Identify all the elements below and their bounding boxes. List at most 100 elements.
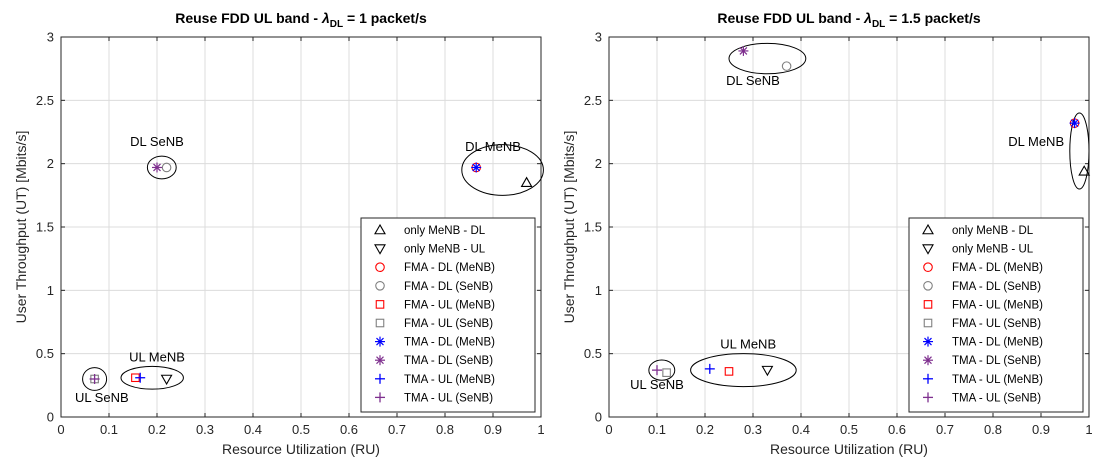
cluster-ellipse <box>1069 112 1090 190</box>
legend-item: TMA - UL (SeNB) <box>375 392 493 404</box>
legend-box <box>360 217 536 413</box>
legend-label: only MeNB - UL <box>952 244 1034 256</box>
data-point-asterisk <box>471 162 482 173</box>
title-symbol: λ <box>863 10 872 26</box>
x-tick-label: 0.4 <box>244 422 262 437</box>
x-tick-label: 0.1 <box>100 422 118 437</box>
cluster-label: UL MeNB <box>129 349 185 364</box>
legend-item: FMA - UL (SeNB) <box>375 318 493 330</box>
x-tick-label: 0.3 <box>196 422 214 437</box>
legend-label: TMA - DL (SeNB) <box>952 355 1041 367</box>
y-tick-label: 2 <box>47 156 54 171</box>
y-axis-label: User Throughput (UT) [Mbits/s] <box>561 131 577 324</box>
legend-item: TMA - UL (SeNB) <box>923 392 1041 404</box>
axes-box <box>60 36 542 418</box>
x-tick-label: 0.5 <box>292 422 310 437</box>
cluster-ellipse <box>82 367 108 391</box>
legend: only MeNB - DL only MeNB - UL FMA - DL (Me… <box>908 217 1084 413</box>
legend-label: FMA - DL (SeNB) <box>404 281 493 293</box>
x-tick-label: 0 <box>605 422 612 437</box>
cluster-ellipse <box>648 359 676 381</box>
legend-marker-circle <box>923 262 933 273</box>
legend-label: FMA - DL (MeNB) <box>952 262 1043 274</box>
legend-item: FMA - DL (SeNB) <box>923 281 1041 293</box>
legend-label: FMA - DL (SeNB) <box>952 281 1041 293</box>
legend-marker-plus <box>375 373 385 384</box>
x-tick-label: 0.2 <box>696 422 714 437</box>
cluster-label: UL SeNB <box>75 390 129 405</box>
legend-item: FMA - UL (MeNB) <box>923 299 1043 311</box>
data-point-triangle-down <box>761 365 774 377</box>
legend-marker-square <box>923 318 933 328</box>
axes-box <box>608 36 1090 418</box>
legend-item: only MeNB - UL <box>374 244 486 256</box>
legend-label: TMA - DL (MeNB) <box>952 337 1043 349</box>
left-chart-panel: 0 0.1 0.2 0.3 0.4 0.5 0.6 0.7 0.8 0.9 1 0 0.5 1 1.5 2 2.… <box>13 10 545 457</box>
legend-label: TMA - UL (SeNB) <box>952 392 1041 404</box>
data-point-plus <box>89 374 100 384</box>
cluster-ellipse <box>728 42 807 75</box>
data-point-circle <box>161 162 172 173</box>
legend-label: only MeNB - DL <box>404 225 486 237</box>
x-tick-label: 0.7 <box>388 422 406 437</box>
x-tick-label: 0.2 <box>148 422 166 437</box>
y-tick-label: 0.5 <box>36 346 54 361</box>
data-point-plus <box>652 365 662 376</box>
x-tick-label: 0.7 <box>936 422 954 437</box>
legend-item: TMA - DL (MeNB) <box>923 336 1043 349</box>
legend-item: TMA - UL (MeNB) <box>923 373 1043 386</box>
chart-title: Reuse FDD UL band - λDL = 1.5 packet/s <box>717 10 980 30</box>
cluster-ellipse <box>120 365 184 390</box>
legend-marker-triangle-down <box>922 244 934 255</box>
legend-marker-plus <box>923 392 933 403</box>
x-tick-label: 0.8 <box>984 422 1002 437</box>
legend-label: TMA - UL (MeNB) <box>404 374 495 386</box>
legend-label: FMA - UL (SeNB) <box>952 318 1041 330</box>
y-tick-label: 1 <box>595 283 602 298</box>
legend-item: TMA - DL (MeNB) <box>375 336 495 349</box>
legend-item: FMA - UL (MeNB) <box>375 299 495 311</box>
y-tick-label: 0.5 <box>584 346 602 361</box>
title-suffix: = 1.5 packet/s <box>885 10 981 26</box>
legend-marker-triangle-up <box>922 223 934 235</box>
cluster-ellipse <box>461 144 544 196</box>
title-symbol: λ <box>321 10 330 26</box>
y-tick-label: 1.5 <box>36 220 54 235</box>
data-point-asterisk <box>152 162 162 173</box>
legend-item: FMA - UL (SeNB) <box>923 318 1041 330</box>
legend-marker-circle <box>375 262 385 273</box>
y-tick-label: 3 <box>595 30 602 45</box>
x-tick-label: 0.8 <box>436 422 454 437</box>
legend: only MeNB - DL only MeNB - UL FMA - DL (Me… <box>360 217 536 413</box>
y-tick-label: 2.5 <box>36 93 54 108</box>
cluster-ellipse <box>146 155 177 180</box>
cluster-label: DL SeNB <box>130 134 184 149</box>
data-point-circle <box>781 61 792 71</box>
cluster-label: DL MeNB <box>1008 134 1064 149</box>
cluster-ellipse <box>690 353 797 388</box>
legend-marker-plus <box>923 373 933 384</box>
cluster-label: DL MeNB <box>465 139 521 154</box>
title-subscript: DL <box>330 19 343 30</box>
y-axis-label: User Throughput (UT) [Mbits/s] <box>13 131 29 324</box>
x-tick-label: 0.9 <box>1032 422 1050 437</box>
data-point-triangle-up <box>520 176 533 187</box>
cluster-label: DL SeNB <box>726 73 780 88</box>
legend-item: only MeNB - DL <box>374 223 486 237</box>
title-prefix: Reuse FDD UL band - <box>717 10 864 26</box>
right-chart-panel: 0 0.1 0.2 0.3 0.4 0.5 0.6 0.7 0.8 0.9 1 0 0.5 1 1.5 2 2.… <box>561 10 1093 457</box>
legend-item: FMA - DL (MeNB) <box>923 262 1043 274</box>
legend-label: only MeNB - DL <box>952 225 1034 237</box>
legend-label: FMA - UL (MeNB) <box>404 299 495 311</box>
legend-item: only MeNB - UL <box>922 244 1034 256</box>
legend-item: TMA - UL (MeNB) <box>375 373 495 386</box>
y-tick-label: 0 <box>595 410 602 425</box>
data-point-asterisk <box>1069 118 1080 129</box>
x-tick-label: 0.9 <box>484 422 502 437</box>
data-point-plus <box>135 372 146 383</box>
legend-item: TMA - DL (SeNB) <box>375 355 493 367</box>
legend-marker-asterisk <box>375 336 385 347</box>
data-point-square <box>662 368 671 377</box>
title-suffix: = 1 packet/s <box>343 10 427 26</box>
